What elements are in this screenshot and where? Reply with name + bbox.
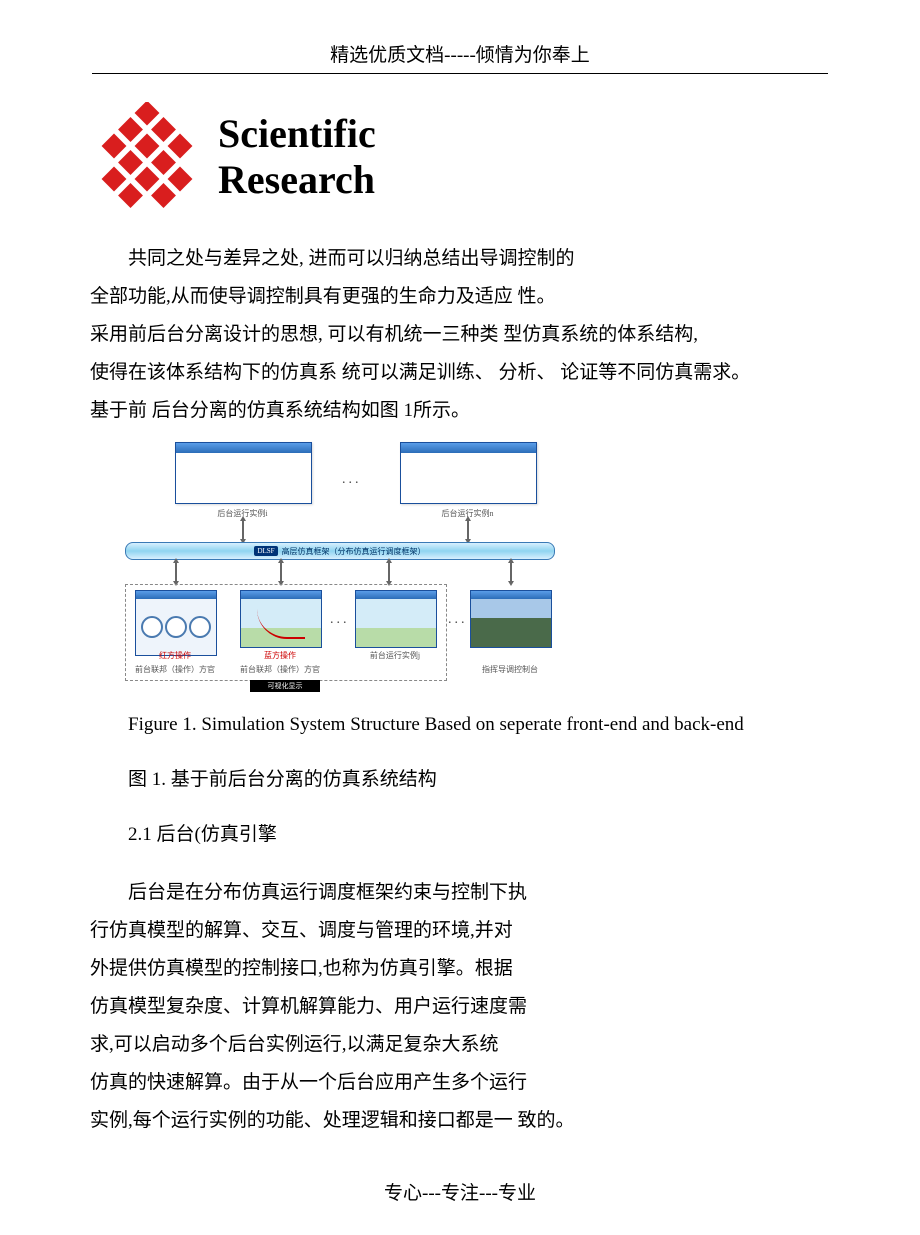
logo-text: Scientific Research	[218, 111, 376, 203]
figure-1-diagram: 后台运行实例i 后台运行实例n ... DLSF 高层仿真框架（分布仿真运行调度…	[120, 442, 560, 692]
panel-map-2	[355, 590, 437, 648]
arrow-b3	[388, 562, 390, 582]
group-label: 可视化显示	[250, 680, 320, 692]
page-footer: 专心---专注---专业	[90, 1178, 830, 1205]
header-divider	[92, 73, 828, 74]
p2-l6: 仿真的快速解算。由于从一个后台应用产生多个运行	[90, 1072, 527, 1093]
simulation-bus: DLSF 高层仿真框架（分布仿真运行调度框架）	[125, 542, 555, 560]
p2-l1: 后台是在分布仿真运行调度框架约束与控制下执	[128, 882, 527, 903]
arrow-b1	[175, 562, 177, 582]
section-2-1-heading: 2.1 后台(仿真引擎	[90, 819, 830, 846]
logo-line2: Research	[218, 157, 376, 203]
paragraph-2: 后台是在分布仿真运行调度框架约束与控制下执 行仿真模型的解算、交互、调度与管理的…	[90, 874, 830, 1140]
arrow-tr	[467, 520, 469, 540]
panel1-caption: 前台联邦（操作）方官	[130, 664, 220, 675]
figure-caption-en: Figure 1. Simulation System Structure Ba…	[90, 714, 830, 736]
paragraph-1: 共同之处与差异之处, 进而可以归纳总结出导调控制的 全部功能,从而使导调控制具有…	[90, 240, 830, 430]
panel2-caption: 前台联邦（操作）方官	[235, 664, 325, 675]
document-page: 精选优质文档-----倾情为你奉上	[0, 0, 920, 1235]
p2-l5: 求,可以启动多个后台实例运行,以满足复杂大系统	[90, 1034, 499, 1055]
backend-box-right	[400, 442, 537, 504]
arrow-b2	[280, 562, 282, 582]
logo-diamond-icon	[92, 102, 202, 212]
p2-l2: 行仿真模型的解算、交互、调度与管理的环境,并对	[90, 920, 513, 941]
panel3-caption: 前台运行实例j	[355, 650, 435, 661]
p2-l4: 仿真模型复杂度、计算机解算能力、用户运行速度需	[90, 996, 527, 1017]
panel4-caption: 指挥导调控制台	[470, 664, 550, 675]
logo-line1: Scientific	[218, 111, 376, 157]
panel-map-1	[240, 590, 322, 648]
dots-top: ...	[342, 472, 362, 488]
dots-right: ...	[448, 612, 468, 628]
backend-box-left	[175, 442, 312, 504]
p1-l3: 采用前后台分离设计的思想, 可以有机统一三种类 型仿真系统的体系结构,	[90, 324, 698, 345]
bus-label: 高层仿真框架（分布仿真运行调度框架）	[282, 546, 426, 557]
dots-mid: ...	[330, 612, 350, 628]
p1-l2: 全部功能,从而使导调控制具有更强的生命力及适应 性。	[90, 286, 556, 307]
p1-l5: 基于前 后台分离的仿真系统结构如图 1所示。	[90, 400, 470, 421]
bus-chip: DLSF	[254, 546, 277, 556]
p1-l4: 使得在该体系结构下的仿真系 统可以满足训练、 分析、 论证等不同仿真需求。	[90, 362, 750, 383]
panel-3d-scene	[470, 590, 552, 648]
figure-caption-zh: 图 1. 基于前后台分离的仿真系统结构	[90, 764, 830, 791]
arrow-tl	[242, 520, 244, 540]
arrow-b4	[510, 562, 512, 582]
panel-gauges	[135, 590, 217, 656]
logo-block: Scientific Research	[90, 102, 830, 212]
panel2-red-caption: 蓝方操作	[240, 650, 320, 661]
page-header: 精选优质文档-----倾情为你奉上	[90, 40, 830, 67]
p1-l1: 共同之处与差异之处, 进而可以归纳总结出导调控制的	[128, 248, 575, 269]
panel1-red-caption: 红方操作	[135, 650, 215, 661]
p2-l7: 实例,每个运行实例的功能、处理逻辑和接口都是一 致的。	[90, 1110, 575, 1131]
p2-l3: 外提供仿真模型的控制接口,也称为仿真引擎。根据	[90, 958, 513, 979]
